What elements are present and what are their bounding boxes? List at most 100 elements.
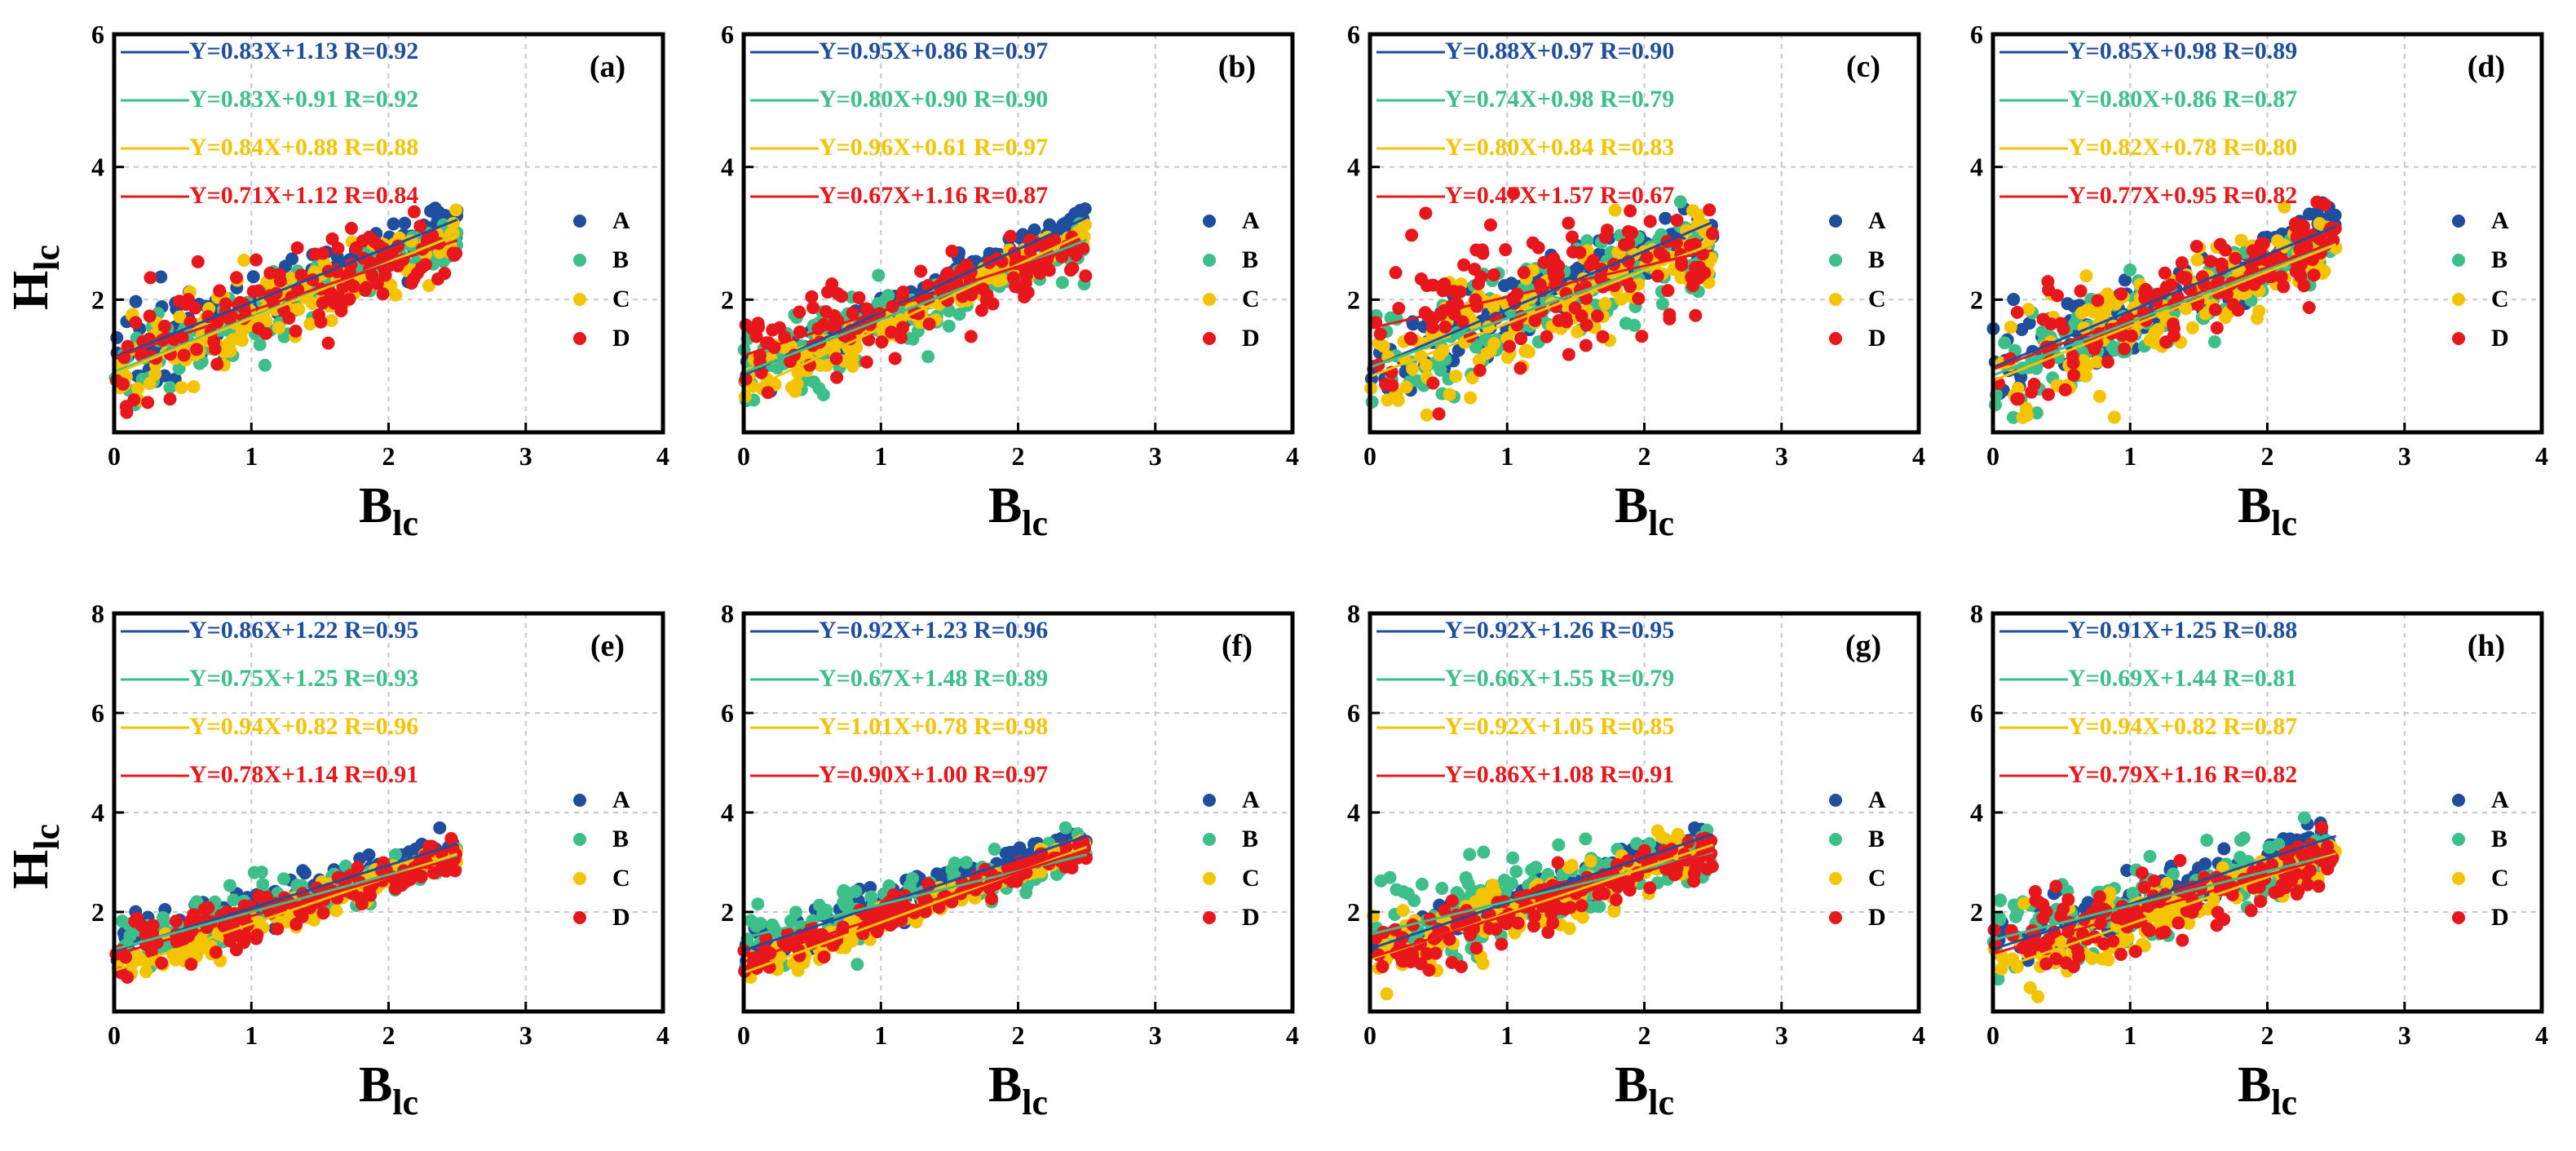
x-tick-label: 3 xyxy=(2398,441,2411,471)
point-C xyxy=(2004,320,2017,334)
point-B xyxy=(163,381,177,395)
point-D xyxy=(2128,945,2142,958)
point-D xyxy=(2189,239,2203,253)
point-B xyxy=(2006,410,2020,424)
point-D xyxy=(1474,270,1488,284)
point-D xyxy=(201,901,215,914)
legend-label-D: D xyxy=(1868,904,1886,931)
x-tick-label: 4 xyxy=(2535,1020,2548,1050)
point-D xyxy=(1513,361,1527,375)
point-C xyxy=(845,934,859,948)
point-C xyxy=(2079,269,2093,283)
point-D xyxy=(282,311,296,325)
point-A xyxy=(398,216,412,230)
y-tick-label: 6 xyxy=(1970,20,1983,49)
point-B xyxy=(247,865,261,879)
point-D xyxy=(2091,294,2105,308)
point-B xyxy=(2123,263,2137,277)
point-D xyxy=(1558,902,1572,916)
point-B xyxy=(2237,831,2251,845)
point-B xyxy=(906,332,920,346)
point-C xyxy=(2190,253,2204,267)
legend-marker-B xyxy=(2452,833,2465,846)
point-D xyxy=(1006,271,1020,285)
fit-line-A xyxy=(113,218,458,359)
point-B xyxy=(1619,317,1633,330)
legend-label-D: D xyxy=(1868,325,1886,352)
point-B xyxy=(2009,910,2023,923)
fit-equation-B: Y=0.69X+1.44 R=0.81 xyxy=(2068,665,2297,692)
fit-line-B xyxy=(1992,241,2337,377)
panel-f: Y=0.92X+1.23 R=0.96Y=0.67X+1.48 R=0.89Y=… xyxy=(721,599,1299,1122)
point-D xyxy=(271,922,285,936)
point-C xyxy=(790,377,804,391)
point-D xyxy=(413,219,427,233)
point-D xyxy=(1376,959,1390,973)
point-D xyxy=(1537,255,1551,269)
point-C xyxy=(1571,325,1584,339)
fit-line-D xyxy=(1369,249,1713,330)
point-B xyxy=(948,857,961,870)
fit-equation-C: Y=0.84X+0.88 R=0.88 xyxy=(189,134,418,161)
point-C xyxy=(189,946,203,960)
point-D xyxy=(1528,314,1542,328)
point-D xyxy=(1385,379,1399,392)
fit-equation-C: Y=1.01X+0.78 R=0.98 xyxy=(819,713,1048,740)
point-C xyxy=(1406,362,1420,376)
point-D xyxy=(784,355,798,369)
point-C xyxy=(1650,824,1664,838)
point-C xyxy=(1565,858,1579,872)
y-tick-label: 2 xyxy=(721,897,734,927)
fit-line-C xyxy=(113,233,458,375)
point-D xyxy=(1590,309,1604,323)
point-D xyxy=(751,317,765,330)
fit-equation-B: Y=0.80X+0.86 R=0.87 xyxy=(2068,86,2297,113)
point-A xyxy=(1659,211,1672,225)
point-D xyxy=(2057,322,2070,336)
point-D xyxy=(414,870,428,883)
point-D xyxy=(2176,933,2189,947)
point-D xyxy=(1419,206,1433,220)
point-B xyxy=(256,878,270,892)
legend-marker-D xyxy=(2452,911,2465,924)
y-tick-label: 2 xyxy=(1347,897,1360,927)
fit-line-A xyxy=(1369,220,1714,370)
point-C xyxy=(130,382,144,396)
point-D xyxy=(250,253,263,267)
fit-equation-C: Y=0.94X+0.82 R=0.96 xyxy=(189,713,418,740)
fit-equation-A: Y=0.88X+0.97 R=0.90 xyxy=(1445,38,1674,64)
point-C xyxy=(846,352,859,365)
point-D xyxy=(252,284,266,298)
point-D xyxy=(290,241,304,255)
x-tick-label: 4 xyxy=(1912,441,1925,471)
point-B xyxy=(1506,851,1520,865)
point-D xyxy=(1499,243,1513,257)
x-tick-label: 1 xyxy=(1500,1020,1513,1050)
legend-label-C: C xyxy=(1868,865,1886,892)
point-D xyxy=(448,248,462,262)
y-tick-label: 8 xyxy=(1970,599,1983,628)
x-tick-label: 1 xyxy=(245,441,258,471)
legend-marker-B xyxy=(2452,254,2465,267)
point-D xyxy=(1473,363,1487,377)
y-tick-label: 6 xyxy=(721,698,734,728)
point-D xyxy=(2203,255,2217,268)
x-tick-label: 2 xyxy=(2261,1020,2274,1050)
legend-marker-A xyxy=(573,215,586,228)
legend-marker-B xyxy=(573,833,586,846)
point-D xyxy=(1389,266,1403,280)
point-D xyxy=(2166,317,2180,331)
point-D xyxy=(163,392,177,406)
legend-label-D: D xyxy=(2491,325,2509,352)
point-C xyxy=(1608,203,1622,217)
point-C xyxy=(820,358,834,372)
point-D xyxy=(1507,187,1521,201)
y-tick-label: 6 xyxy=(721,20,734,49)
point-D xyxy=(1573,246,1587,259)
y-tick-label: 8 xyxy=(721,599,734,628)
point-D xyxy=(209,945,223,959)
point-A xyxy=(246,270,260,284)
panel-label: (f) xyxy=(1222,629,1253,663)
point-B xyxy=(1058,821,1072,834)
point-C xyxy=(1419,358,1433,372)
